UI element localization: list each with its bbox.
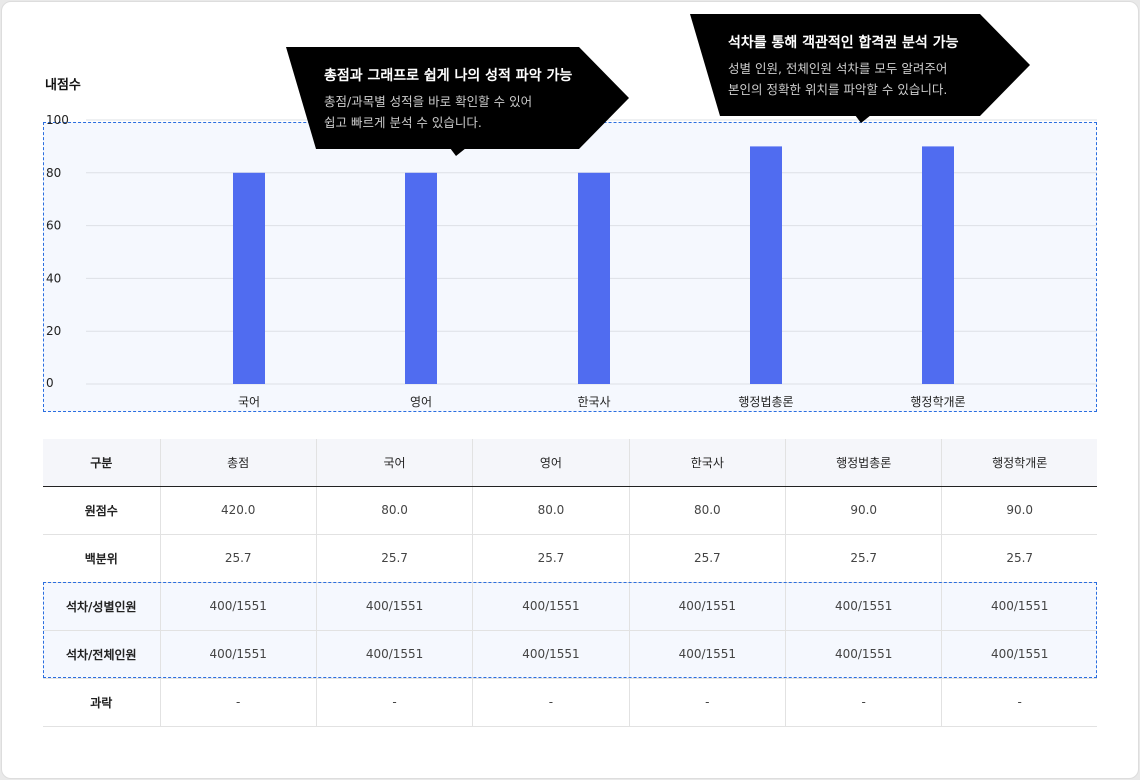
table-cell: 400/1551 [784, 582, 942, 631]
row-label: 석차/성별인원 [43, 582, 160, 631]
callout-title: 총점과 그래프로 쉽게 나의 성적 파악 가능 [324, 68, 573, 84]
table-cell: 400/1551 [628, 630, 786, 679]
row-label: 과락 [43, 678, 160, 727]
callout-tail [450, 148, 466, 156]
table-cell: 400/1551 [315, 582, 473, 631]
column-header: 한국사 [628, 439, 786, 487]
bar [405, 172, 437, 384]
table-cell: - [315, 678, 473, 727]
table-cell: 420.0 [159, 486, 317, 535]
callout-chart: 총점과 그래프로 쉽게 나의 성적 파악 가능 총점/과목별 성적을 바로 확인… [286, 47, 629, 149]
y-axis-label: 내점수 [45, 78, 81, 93]
bar [922, 146, 954, 384]
callout-line: 본인의 정확한 위치를 파악할 수 있습니다. [728, 82, 948, 97]
table-cell: 400/1551 [628, 582, 786, 631]
table-cell: 400/1551 [472, 582, 630, 631]
y-tick-label: 100 [46, 113, 69, 127]
table-cell: - [941, 678, 1097, 727]
row-label: 원점수 [43, 486, 160, 535]
table-cell: 25.7 [784, 534, 942, 583]
column-header: 행정법총론 [784, 439, 942, 487]
table-cell: - [784, 678, 942, 727]
table-row: 과락 - - - - - - [43, 678, 1097, 727]
callout-title: 석차를 통해 객관적인 합격권 분석 가능 [728, 35, 959, 51]
x-tick-label: 국어 [238, 395, 260, 409]
x-tick-label: 한국사 [577, 395, 610, 409]
y-tick-label: 40 [46, 271, 61, 285]
table-cell: 400/1551 [941, 582, 1097, 631]
table-cell: 25.7 [941, 534, 1097, 583]
row-label: 석차/전체인원 [43, 630, 160, 679]
table-row: 백분위 25.7 25.7 25.7 25.7 25.7 25.7 [43, 534, 1097, 583]
column-header: 총점 [159, 439, 317, 487]
callout-rank: 석차를 통해 객관적인 합격권 분석 가능 성별 인원, 전체인원 석차를 모두… [690, 14, 1030, 116]
callout-line: 총점/과목별 성적을 바로 확인할 수 있어 [324, 94, 533, 109]
y-tick-label: 20 [46, 324, 61, 338]
table-cell: 400/1551 [159, 582, 317, 631]
column-header: 행정학개론 [941, 439, 1097, 487]
table-cell: 25.7 [472, 534, 630, 583]
x-tick-label: 행정학개론 [910, 394, 965, 409]
column-header: 국어 [315, 439, 473, 487]
table-cell: 25.7 [159, 534, 317, 583]
table-row: 원점수 420.0 80.0 80.0 80.0 90.0 90.0 [43, 486, 1097, 535]
row-label: 백분위 [43, 534, 160, 583]
table-cell: 400/1551 [784, 630, 942, 679]
table-row: 석차/전체인원 400/1551 400/1551 400/1551 400/1551 4… [43, 630, 1097, 679]
bar [233, 172, 265, 384]
table-cell: 80.0 [315, 486, 473, 535]
table-cell: 25.7 [628, 534, 786, 583]
table-cell: 80.0 [628, 486, 786, 535]
table-cell: - [472, 678, 630, 727]
table-cell: 400/1551 [315, 630, 473, 679]
table-cell: 400/1551 [159, 630, 317, 679]
bar [578, 172, 610, 384]
x-tick-label: 영어 [410, 395, 432, 409]
column-header: 구분 [43, 439, 160, 487]
table-cell: 25.7 [315, 534, 473, 583]
callout-line: 쉽고 빠르게 분석 수 있습니다. [324, 115, 482, 130]
bar [750, 146, 782, 384]
table-cell: - [628, 678, 786, 727]
callout-line: 성별 인원, 전체인원 석차를 모두 알려주어 [728, 61, 948, 76]
chart-area [43, 122, 1097, 412]
table-cell: 90.0 [784, 486, 942, 535]
column-header: 영어 [472, 439, 630, 487]
table-cell: - [159, 678, 317, 727]
y-tick-label: 80 [46, 166, 61, 180]
x-tick-label: 행정법총론 [738, 394, 793, 409]
table-cell: 90.0 [941, 486, 1097, 535]
y-tick-label: 0 [46, 376, 54, 390]
y-tick-label: 60 [46, 219, 61, 233]
callout-tail [855, 115, 871, 123]
table-cell: 400/1551 [941, 630, 1097, 679]
score-table: 구분 총점 국어 영어 한국사 행정법총론 행정학개론 원점수 420.0 80.0 80.0 80… [43, 439, 1097, 727]
table-row: 석차/성별인원 400/1551 400/1551 400/1551 400/1551 4… [43, 582, 1097, 631]
table-cell: 80.0 [472, 486, 630, 535]
table-cell: 400/1551 [472, 630, 630, 679]
